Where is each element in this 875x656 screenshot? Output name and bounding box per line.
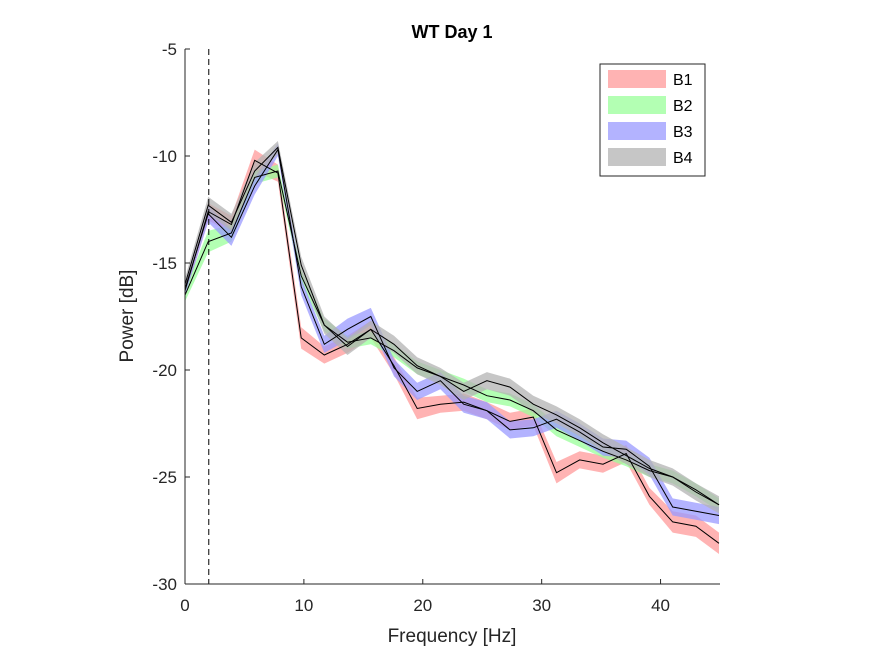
legend-label-b3: B3 <box>673 124 693 141</box>
band-b4 <box>185 141 719 514</box>
chart-title: WT Day 1 <box>411 22 492 42</box>
x-axis-ticks: 0 10 20 30 40 <box>180 579 670 615</box>
legend-label-b1: B1 <box>673 72 693 89</box>
series-lines <box>184 146 720 544</box>
legend: B1 B2 B3 B4 <box>599 63 706 177</box>
y-axis-ticks: -5 -10 -15 -20 -25 -30 <box>152 40 190 594</box>
confidence-bands <box>185 141 719 554</box>
line-b1 <box>184 159 720 544</box>
y-tick-label: -15 <box>152 254 177 273</box>
x-tick-label: 0 <box>180 596 189 615</box>
legend-swatch-b3 <box>608 122 666 140</box>
x-tick-label: 40 <box>651 596 670 615</box>
y-tick-label: -30 <box>152 575 177 594</box>
y-tick-label: -25 <box>152 468 177 487</box>
x-tick-label: 30 <box>532 596 551 615</box>
x-axis-label: Frequency [Hz] <box>388 626 517 647</box>
line-b4 <box>184 146 720 506</box>
y-tick-label: -20 <box>152 361 177 380</box>
y-tick-label: -5 <box>162 40 177 59</box>
legend-label-b2: B2 <box>673 98 693 115</box>
y-tick-label: -10 <box>152 147 177 166</box>
legend-swatch-b1 <box>608 70 666 88</box>
legend-swatch-b4 <box>608 148 666 166</box>
x-tick-label: 20 <box>413 596 432 615</box>
axes <box>184 49 720 585</box>
line-b3 <box>184 148 720 516</box>
line-b2 <box>184 170 720 506</box>
legend-label-b4: B4 <box>673 150 693 167</box>
legend-swatch-b2 <box>608 96 666 114</box>
band-b1 <box>185 149 719 554</box>
y-axis-label: Power [dB] <box>117 270 138 363</box>
x-tick-label: 10 <box>294 596 313 615</box>
